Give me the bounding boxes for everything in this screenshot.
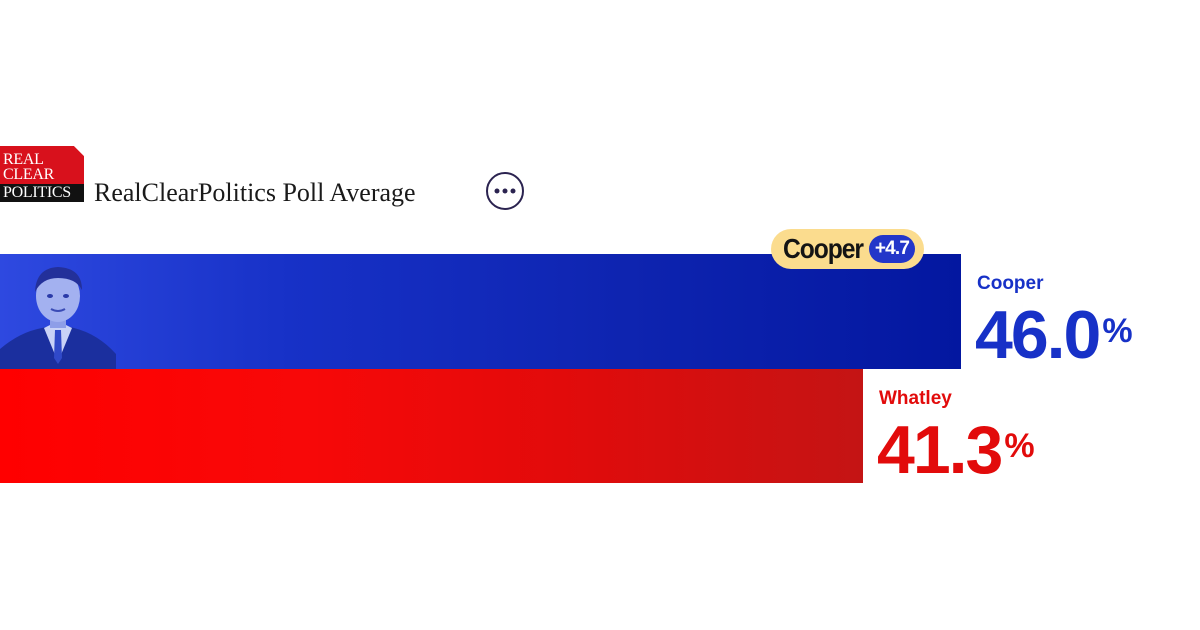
- cooper-portrait: [0, 254, 118, 369]
- candidate-name-cooper: Cooper: [977, 273, 1044, 294]
- leader-margin-value: +4.7: [868, 235, 916, 263]
- leader-name: Cooper: [783, 233, 864, 264]
- candidate-value-whatley: 41.3%: [877, 415, 1035, 485]
- rcp-logo: REAL CLEAR POLITICS: [0, 146, 84, 202]
- value-number: 41.3: [877, 412, 1003, 488]
- value-number: 46.0: [975, 297, 1101, 373]
- more-options-button[interactable]: [486, 172, 524, 210]
- percent-sign: %: [1004, 427, 1035, 465]
- logo-line-politics: POLITICS: [0, 184, 84, 202]
- poll-average-title: RealClearPolitics Poll Average: [94, 178, 416, 207]
- bar-cooper: [0, 254, 961, 369]
- percent-sign: %: [1102, 312, 1133, 350]
- ellipsis-icon: [494, 188, 516, 194]
- logo-line-real: REAL: [3, 151, 44, 168]
- leader-margin-badge: Cooper +4.7: [771, 229, 925, 269]
- candidate-value-cooper: 46.0%: [975, 300, 1133, 370]
- candidate-name-whatley: Whatley: [879, 388, 952, 409]
- bar-whatley: [0, 369, 863, 483]
- portrait-silhouette-icon: [0, 267, 116, 369]
- logo-line-clear: CLEAR: [3, 166, 54, 183]
